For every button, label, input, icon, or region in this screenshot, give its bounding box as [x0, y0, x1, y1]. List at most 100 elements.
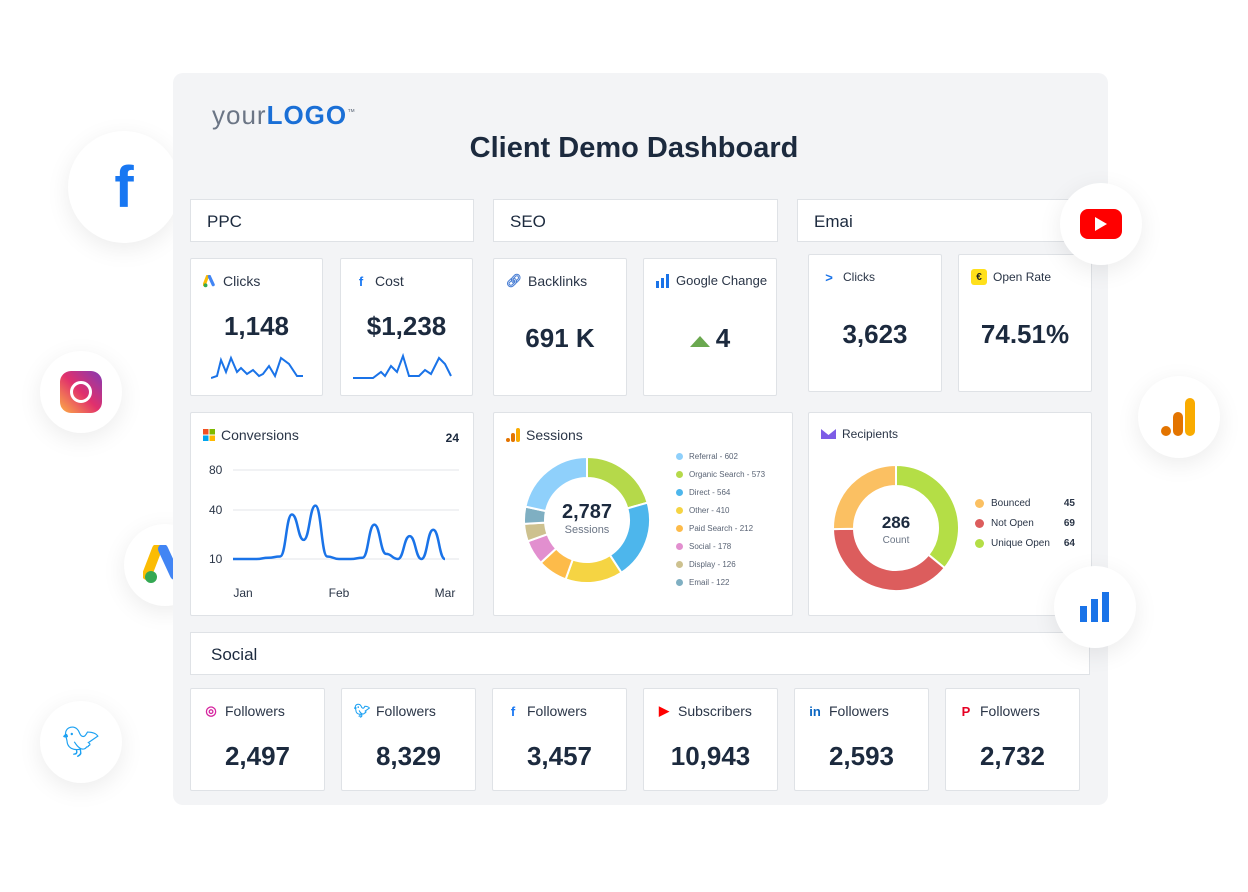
- legend-item: Not Open 69: [975, 513, 1075, 533]
- slice-bounced: [833, 465, 897, 531]
- social-card[interactable]: P Followers 2,732: [945, 688, 1080, 791]
- card-label: Google Change: [676, 273, 768, 288]
- legend-item: Email - 122: [676, 573, 765, 591]
- conversions-line-chart: 80 40 10 Jan Feb Mar: [209, 463, 459, 600]
- pinterest-icon: P: [961, 703, 971, 719]
- twitter-icon: 🐦︎: [61, 725, 101, 759]
- legend-value: 64: [1063, 537, 1075, 549]
- conversions-card[interactable]: Conversions 24 80 40 10 Jan Feb Mar: [190, 412, 474, 616]
- legend-swatch: [975, 498, 984, 508]
- legend-label: Email - 122: [689, 577, 730, 587]
- slice-not-open: [833, 527, 947, 591]
- recipients-legend: Bounced 45 Not Open 69 Unique Open 64: [975, 493, 1075, 553]
- ppc-clicks-card[interactable]: Clicks 1,148: [190, 258, 323, 396]
- legend-swatch: [676, 524, 683, 532]
- x-tick-label: Mar: [435, 586, 456, 600]
- legend-label: Other - 410: [689, 505, 730, 515]
- youtube-icon: [1080, 209, 1122, 239]
- card-label: Clicks: [223, 273, 261, 289]
- social-card[interactable]: f Followers 3,457: [492, 688, 627, 791]
- campaign-monitor-icon: [821, 429, 836, 439]
- card-label: Followers: [829, 703, 889, 719]
- google-ads-bubble: [124, 524, 206, 606]
- ppc-cost-card[interactable]: f Cost $1,238: [340, 258, 473, 396]
- bar-chart-bubble: [1054, 566, 1136, 648]
- legend-item: Other - 410: [676, 501, 765, 519]
- legend-label: Display - 126: [689, 559, 736, 569]
- recipients-card[interactable]: Recipients 286 Count Bounced 45 Not Open 69…: [808, 412, 1092, 616]
- sessions-card[interactable]: Sessions 2,787 Sessions Referral - 602 Or…: [493, 412, 793, 616]
- card-value: 2,497: [224, 741, 291, 771]
- card-value: 2,593: [828, 741, 895, 771]
- email-clicks-card[interactable]: > Clicks 3,623: [808, 254, 942, 392]
- google-analytics-icon: [506, 428, 520, 442]
- recipients-donut: [833, 465, 959, 591]
- legend-label: Referral - 602: [689, 451, 738, 461]
- card-label: Conversions: [221, 427, 299, 443]
- card-label: Cost: [375, 273, 404, 289]
- youtube-icon: ▶: [659, 703, 669, 718]
- legend-swatch: [676, 542, 683, 550]
- legend-label: Direct - 564: [689, 487, 731, 497]
- legend-label: Not Open: [991, 517, 1034, 529]
- card-label: Subscribers: [678, 703, 752, 719]
- legend-swatch: [676, 488, 683, 496]
- social-card[interactable]: ▶ Subscribers 10,943: [643, 688, 778, 791]
- card-label: Open Rate: [993, 270, 1052, 284]
- facebook-icon: f: [358, 273, 364, 289]
- bar-chart-icon: [656, 273, 669, 288]
- social-card[interactable]: 🐦︎ Followers 8,329: [341, 688, 476, 791]
- section-ppc: PPC: [190, 199, 474, 242]
- legend-item: Direct - 564: [676, 483, 765, 501]
- instagram-bubble: [40, 351, 122, 433]
- seo-backlinks-card[interactable]: 🔗︎ Backlinks 691 K: [493, 258, 627, 396]
- card-label: Followers: [376, 703, 436, 719]
- social-card[interactable]: ◎ Followers 2,497: [190, 688, 325, 791]
- linkedin-icon: in: [809, 703, 821, 719]
- trend-up-icon: [689, 336, 710, 347]
- legend-label: Paid Search - 212: [689, 523, 754, 533]
- recipients-sub: Count: [882, 535, 910, 546]
- email-open-rate-card[interactable]: € Open Rate 74.51%: [958, 254, 1092, 392]
- twitter-icon: 🐦︎: [353, 703, 371, 718]
- legend-swatch: [676, 452, 683, 460]
- legend-item: Display - 126: [676, 555, 765, 573]
- section-seo: SEO: [493, 199, 778, 242]
- legend-swatch: [676, 506, 683, 514]
- card-label: Recipients: [842, 427, 899, 441]
- card-value: 691 K: [525, 323, 595, 353]
- card-label: Followers: [527, 703, 587, 719]
- section-email: Emai: [797, 199, 1090, 242]
- legend-swatch: [676, 578, 683, 586]
- card-value: 3,457: [526, 741, 593, 771]
- youtube-bubble: [1060, 183, 1142, 265]
- section-social: Social: [190, 632, 1090, 675]
- link-icon: 🔗︎: [505, 273, 523, 288]
- google-analytics-bubble: [1138, 376, 1220, 458]
- sessions-total: 2,787: [561, 501, 613, 523]
- card-label: Clicks: [843, 270, 875, 284]
- recipients-total: 286: [881, 513, 911, 532]
- card-value: 8,329: [375, 741, 442, 771]
- legend-label: Organic Search - 573: [689, 469, 766, 479]
- legend-label: Unique Open: [991, 537, 1050, 549]
- logo: yourLOGO™: [212, 100, 357, 130]
- sparkline: [353, 352, 452, 379]
- twitter-bubble: 🐦︎: [40, 701, 122, 783]
- y-tick-label: 10: [209, 552, 223, 566]
- legend-item: Unique Open 64: [975, 533, 1075, 553]
- conversions-line: [233, 504, 446, 561]
- facebook-bubble: f: [68, 131, 180, 243]
- legend-swatch: [975, 518, 984, 528]
- legend-swatch: [676, 560, 683, 568]
- seo-google-change-card[interactable]: Google Change 4: [643, 258, 777, 396]
- legend-item: Organic Search - 573: [676, 465, 765, 483]
- legend-value: 45: [1063, 497, 1075, 509]
- microsoft-icon: [203, 429, 215, 441]
- legend-swatch: [975, 538, 984, 548]
- social-card[interactable]: in Followers 2,593: [794, 688, 929, 791]
- card-value: 4: [715, 323, 731, 353]
- sessions-sub: Sessions: [564, 524, 610, 536]
- slice-referral: [524, 455, 588, 513]
- card-label: Backlinks: [528, 273, 588, 289]
